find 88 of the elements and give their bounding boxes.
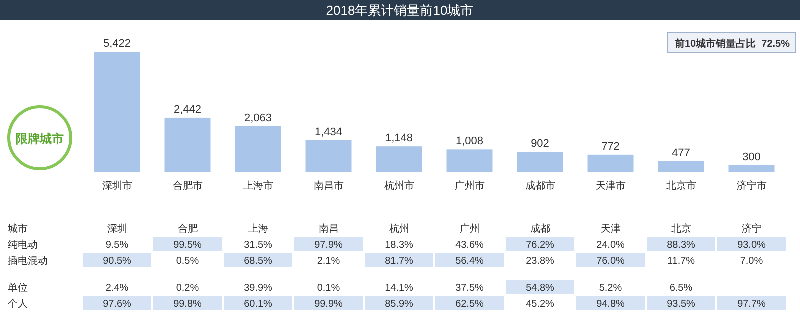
- data-label: 93.0%: [738, 240, 766, 251]
- x-tick-label: 成都市: [525, 180, 556, 192]
- data-label: 90.5%: [103, 256, 132, 267]
- data-label: 1,434: [314, 126, 343, 138]
- data-label: 0.2%: [176, 283, 200, 294]
- data-label: 477: [672, 147, 690, 160]
- x-tick-label: 济宁: [742, 223, 762, 235]
- data-label: 37.5%: [456, 283, 484, 294]
- data-label: 68.5%: [244, 256, 273, 267]
- x-tick-label: 济宁市: [736, 180, 767, 192]
- data-label: 2,063: [244, 112, 272, 124]
- x-tick-label: 杭州: [388, 223, 410, 235]
- data-label: 772: [602, 140, 620, 153]
- bar: [306, 140, 352, 172]
- x-tick-label: 合肥: [178, 223, 198, 235]
- data-label: 99.5%: [174, 240, 202, 251]
- data-label: 6.5%: [670, 283, 693, 294]
- data-label: 0.5%: [176, 256, 200, 267]
- bar: [517, 152, 564, 172]
- x-tick-label: 深圳: [107, 223, 128, 235]
- data-label: 85.9%: [385, 299, 414, 310]
- data-label: 54.8%: [526, 283, 555, 294]
- data-label: 81.7%: [385, 256, 414, 267]
- x-tick-label: 杭州市: [383, 180, 414, 192]
- bar: [446, 150, 493, 172]
- data-label: 56.4%: [456, 256, 484, 267]
- bar: [94, 52, 140, 172]
- data-label: 5,422: [103, 38, 132, 50]
- bar: [658, 161, 704, 172]
- x-tick-label: 天津: [600, 223, 621, 235]
- data-label: 1,008: [456, 136, 484, 148]
- y-tick-label: 个人: [8, 298, 28, 310]
- x-tick-label: 南昌市: [314, 180, 344, 192]
- x-tick-label: 广州: [460, 223, 480, 235]
- data-label: 93.5%: [667, 299, 696, 310]
- text: 72.5%: [762, 39, 790, 50]
- data-label: 23.8%: [526, 256, 555, 267]
- data-label: 2,442: [174, 104, 202, 116]
- text: 前10城市销量占比: [674, 38, 756, 50]
- x-tick-label: 天津市: [596, 180, 626, 192]
- bar: [376, 146, 422, 172]
- data-label: 24.0%: [596, 240, 626, 251]
- data-label: 76.0%: [596, 256, 626, 267]
- bar: [588, 154, 634, 172]
- data-label: 2.4%: [106, 283, 129, 294]
- text: 限牌城市: [16, 132, 64, 146]
- y-tick-label: 单位: [8, 282, 28, 294]
- x-axis-title: 城市: [7, 223, 28, 235]
- data-label: 45.2%: [526, 299, 555, 310]
- data-label: 97.9%: [314, 240, 344, 251]
- x-tick-label: 南昌: [318, 223, 339, 235]
- bar: [235, 126, 282, 172]
- data-label: 43.6%: [456, 240, 484, 251]
- x-tick-label: 广州市: [454, 180, 485, 192]
- data-label: 97.6%: [103, 299, 132, 310]
- x-tick-label: 合肥市: [172, 180, 203, 192]
- data-label: 99.8%: [174, 299, 202, 310]
- data-label: 31.5%: [244, 240, 273, 251]
- data-label: 0.1%: [317, 283, 340, 294]
- y-tick-label: 纯电动: [8, 239, 38, 251]
- data-label: 18.3%: [385, 240, 414, 251]
- data-label: 14.1%: [385, 283, 414, 294]
- x-tick-label: 上海: [248, 223, 268, 235]
- data-label: 62.5%: [456, 299, 484, 310]
- data-label: 2.1%: [317, 256, 340, 267]
- data-label: 1,148: [385, 132, 414, 145]
- x-tick-label: 上海市: [243, 180, 274, 192]
- data-label: 88.3%: [667, 240, 696, 251]
- data-label: 5.2%: [599, 283, 622, 294]
- y-tick-label: 插电混动: [8, 255, 48, 267]
- data-label: 76.2%: [526, 240, 555, 251]
- data-label: 94.8%: [596, 299, 626, 310]
- data-label: 39.9%: [244, 283, 273, 294]
- x-tick-label: 北京市: [666, 180, 696, 192]
- data-label: 902: [531, 138, 550, 150]
- data-label: 60.1%: [244, 299, 273, 310]
- x-tick-label: 深圳市: [102, 180, 132, 192]
- x-tick-label: 成都: [530, 223, 550, 235]
- x-tick-label: 北京: [671, 223, 692, 235]
- bar: [728, 165, 775, 172]
- data-label: 9.5%: [106, 240, 129, 251]
- data-label: 300: [742, 151, 761, 164]
- data-label: 99.9%: [314, 299, 344, 310]
- data-label: 7.0%: [740, 256, 764, 267]
- data-label: 11.7%: [667, 256, 696, 267]
- chart-title: 2018年累计销量前10城市: [326, 3, 474, 18]
- bar: [164, 118, 211, 172]
- data-label: 97.7%: [738, 299, 766, 310]
